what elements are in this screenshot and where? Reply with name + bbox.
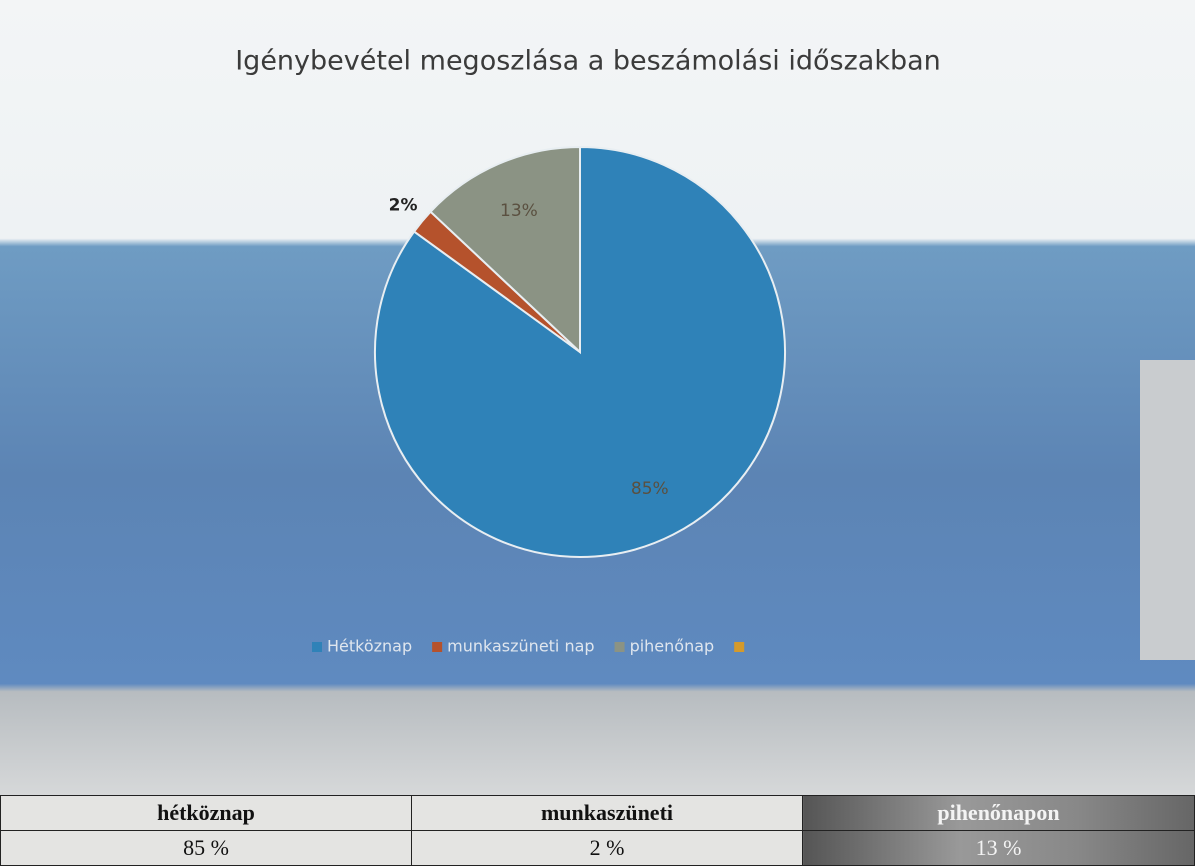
table-cell: 2 % (411, 830, 803, 866)
chart: Igénybevétel megoszlása a beszámolási id… (0, 0, 1195, 795)
data-label: 2% (389, 196, 418, 216)
legend-label: munkaszüneti nap (447, 637, 594, 656)
legend: Hétköznap munkaszüneti nap pihenőnap (312, 637, 745, 656)
table-header: hétköznap (0, 795, 412, 831)
summary-table: hétköznap munkaszüneti pihenőnapon 85 % … (0, 795, 1195, 866)
table-header: pihenőnapon (802, 795, 1195, 831)
table-cell: 85 % (0, 830, 412, 866)
legend-swatch (734, 642, 745, 652)
table-header: munkaszüneti (411, 795, 803, 831)
legend-swatch (432, 642, 443, 652)
pie-slice (429, 145, 581, 355)
data-label: 85% (631, 479, 669, 499)
chart-title: Igénybevétel megoszlása a beszámolási id… (235, 46, 941, 77)
legend-swatch (312, 642, 322, 652)
table-cell: 13 % (802, 830, 1195, 866)
legend-swatch (614, 642, 625, 652)
legend-label: Hétköznap (327, 637, 412, 656)
pie: 85% 2% 13% (374, 145, 786, 558)
data-label: 13% (500, 201, 538, 221)
legend-label: pihenőnap (630, 637, 715, 656)
photo-edge (1140, 360, 1195, 660)
